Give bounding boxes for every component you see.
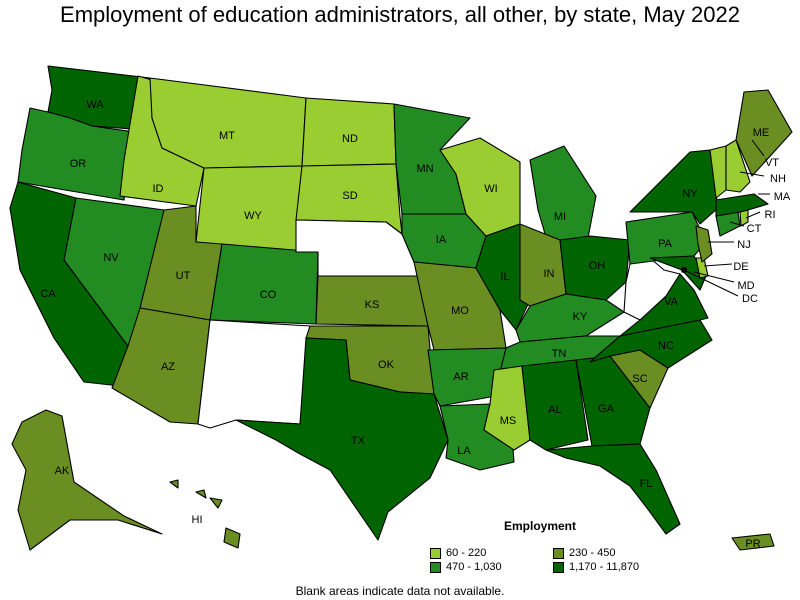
state-label-nd: ND bbox=[342, 133, 358, 145]
state-label-pr: PR bbox=[745, 538, 760, 550]
state-label-nc: NC bbox=[658, 340, 674, 352]
dc-marker bbox=[681, 267, 687, 273]
state-label-md: MD bbox=[737, 280, 754, 292]
state-label-ga: GA bbox=[598, 403, 615, 415]
state-nd bbox=[301, 97, 397, 167]
leader-line-dc bbox=[683, 269, 739, 297]
state-label-ok: OK bbox=[378, 359, 395, 371]
state-label-mt: MT bbox=[219, 130, 235, 142]
state-nj bbox=[695, 225, 713, 263]
leader-line-ri bbox=[745, 211, 761, 219]
state-label-fl: FL bbox=[640, 478, 653, 490]
legend-swatch-3 bbox=[430, 561, 441, 573]
leader-line-md bbox=[693, 271, 735, 283]
legend-label-1: 60 - 220 bbox=[446, 547, 487, 559]
state-al bbox=[521, 359, 589, 451]
state-wy bbox=[195, 165, 303, 253]
state-ma bbox=[715, 193, 769, 217]
state-label-wy: WY bbox=[244, 210, 262, 222]
state-label-dc: DC bbox=[742, 293, 758, 305]
state-label-sd: SD bbox=[342, 190, 357, 202]
map-title: Employment of education administrators, … bbox=[60, 2, 740, 27]
state-label-wi: WI bbox=[484, 183, 497, 195]
legend-label-3: 470 - 1,030 bbox=[446, 561, 502, 573]
leader-line-vt bbox=[751, 139, 765, 157]
state-label-mi: MI bbox=[554, 211, 566, 223]
state-fl bbox=[545, 443, 681, 535]
state-ar bbox=[427, 347, 507, 407]
state-label-la: LA bbox=[457, 445, 471, 457]
state-label-ar: AR bbox=[453, 371, 468, 383]
state-label-or: OR bbox=[70, 158, 87, 170]
state-label-vt: VT bbox=[765, 157, 779, 169]
leader-line-nh bbox=[739, 171, 765, 177]
footnote: Blank areas indicate data not available. bbox=[295, 584, 505, 598]
state-label-ut: UT bbox=[176, 270, 191, 282]
state-me bbox=[735, 89, 793, 177]
legend-label-4: 1,170 - 11,870 bbox=[569, 561, 640, 573]
state-label-me: ME bbox=[753, 127, 770, 139]
state-pr bbox=[731, 533, 775, 551]
state-mi bbox=[529, 145, 597, 245]
state-label-nh: NH bbox=[770, 173, 786, 185]
state-md bbox=[649, 255, 707, 291]
legend-label-2: 230 - 450 bbox=[569, 547, 616, 559]
state-label-in: IN bbox=[544, 268, 555, 280]
legend-item-1: 60 - 220 bbox=[430, 547, 486, 559]
state-label-pa: PA bbox=[658, 238, 673, 250]
state-label-mn: MN bbox=[416, 163, 433, 175]
state-label-de: DE bbox=[733, 261, 748, 273]
state-label-co: CO bbox=[260, 289, 277, 301]
legend-item-2: 230 - 450 bbox=[553, 547, 615, 559]
state-label-al: AL bbox=[548, 404, 561, 416]
state-label-ri: RI bbox=[765, 209, 776, 221]
legend-swatch-4 bbox=[553, 561, 564, 573]
state-label-az: AZ bbox=[161, 361, 175, 373]
state-label-tx: TX bbox=[351, 435, 366, 447]
state-hi bbox=[169, 479, 241, 549]
state-tx bbox=[235, 337, 449, 541]
state-label-ca: CA bbox=[40, 288, 56, 300]
state-label-wa: WA bbox=[86, 99, 104, 111]
state-label-va: VA bbox=[664, 296, 679, 308]
state-ak bbox=[11, 409, 163, 551]
state-label-ia: IA bbox=[436, 234, 447, 246]
state-label-ma: MA bbox=[774, 191, 791, 203]
state-co bbox=[209, 243, 319, 325]
state-label-tn: TN bbox=[552, 348, 567, 360]
legend-item-4: 1,170 - 11,870 bbox=[553, 561, 639, 573]
state-label-ks: KS bbox=[365, 299, 380, 311]
state-nm bbox=[197, 319, 311, 429]
state-label-oh: OH bbox=[589, 260, 606, 272]
state-label-ny: NY bbox=[682, 188, 698, 200]
state-label-nv: NV bbox=[103, 252, 119, 264]
state-label-ky: KY bbox=[573, 311, 588, 323]
state-label-ms: MS bbox=[500, 415, 517, 427]
state-label-ct: CT bbox=[747, 223, 762, 235]
legend-item-3: 470 - 1,030 bbox=[430, 561, 502, 573]
legend-swatch-1 bbox=[430, 547, 441, 559]
state-label-hi: HI bbox=[192, 514, 203, 526]
state-nh bbox=[725, 139, 751, 193]
state-label-ak: AK bbox=[55, 465, 70, 477]
state-label-mo: MO bbox=[451, 305, 469, 317]
state-label-il: IL bbox=[500, 271, 509, 283]
leader-line-de bbox=[703, 263, 733, 267]
state-label-sc: SC bbox=[632, 373, 647, 385]
state-ny bbox=[629, 149, 719, 225]
leader-line-ct bbox=[729, 221, 745, 227]
legend-swatch-2 bbox=[553, 547, 564, 559]
state-label-id: ID bbox=[153, 183, 164, 195]
legend-title: Employment bbox=[504, 519, 577, 533]
state-label-nj: NJ bbox=[737, 239, 750, 251]
